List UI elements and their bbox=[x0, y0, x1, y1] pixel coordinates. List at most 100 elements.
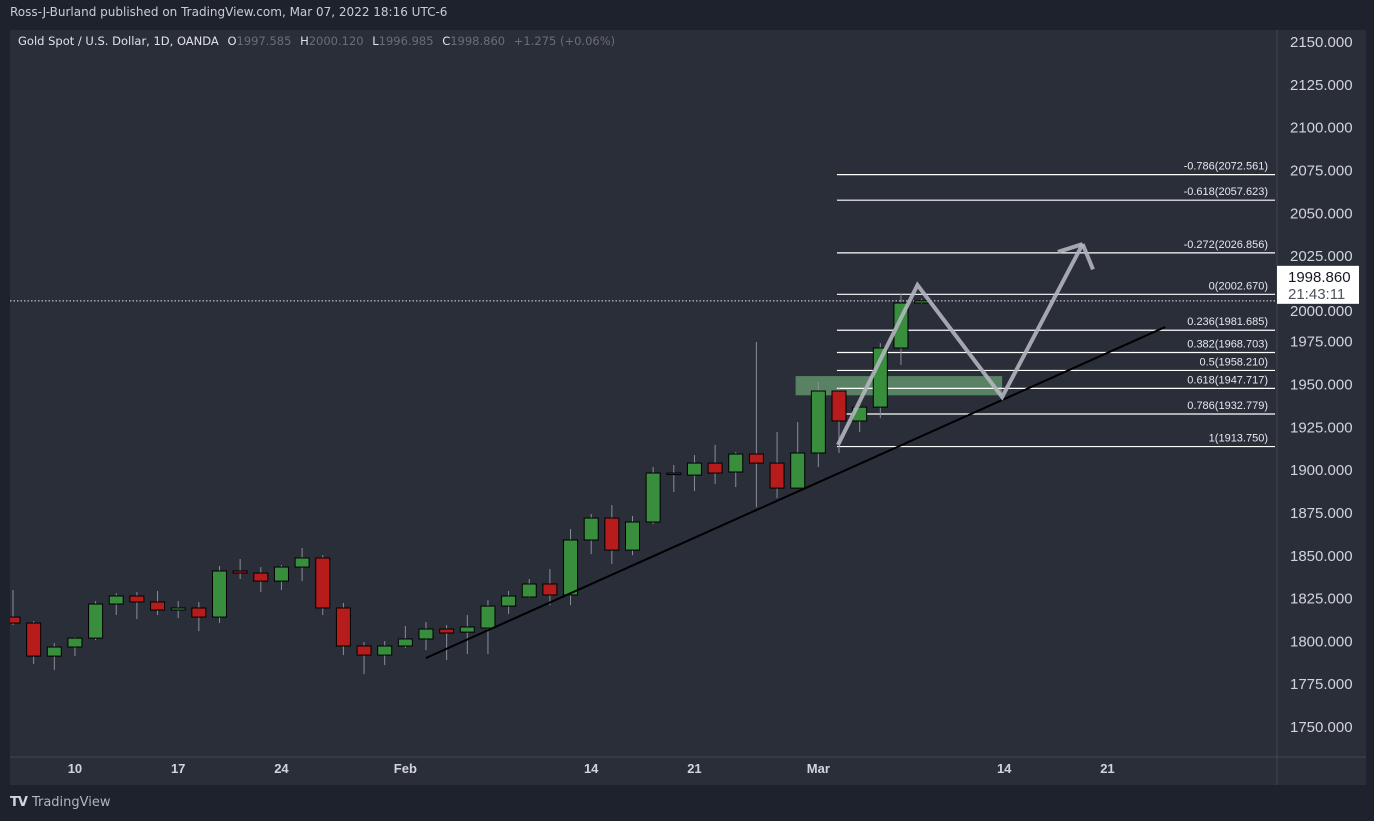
candle-down bbox=[26, 622, 42, 657]
price-tick-label: 1900.000 bbox=[1290, 462, 1353, 479]
candle-down bbox=[831, 390, 847, 422]
price-tick-label: 1800.000 bbox=[1290, 633, 1353, 650]
candle-up bbox=[501, 595, 517, 607]
fib-level-label: -0.786(2072.561) bbox=[1184, 161, 1268, 173]
arrow-head-icon bbox=[1057, 242, 1084, 254]
price-tick-label: 1975.000 bbox=[1290, 334, 1353, 351]
support-zone bbox=[795, 376, 1003, 396]
candle-up bbox=[459, 626, 475, 633]
candle-up bbox=[728, 453, 744, 473]
time-tick-label: 17 bbox=[171, 761, 185, 776]
candle-up bbox=[108, 595, 124, 605]
candle-up bbox=[583, 517, 599, 541]
low-label: L bbox=[372, 34, 379, 48]
candle-down bbox=[191, 607, 207, 618]
time-tick-label: 14 bbox=[584, 761, 599, 776]
price-tick-label: 2025.000 bbox=[1290, 248, 1353, 265]
bar-countdown: 21:43:11 bbox=[1288, 286, 1345, 303]
fib-level-label: -0.272(2026.856) bbox=[1184, 239, 1268, 251]
fib-level-label: 1(1913.750) bbox=[1209, 433, 1268, 445]
symbol-legend: Gold Spot / U.S. Dollar, 1D, OANDA O1997… bbox=[18, 34, 615, 48]
candle-down bbox=[253, 572, 269, 582]
trend-line bbox=[425, 326, 1166, 659]
candle-up bbox=[212, 570, 227, 618]
candle-up bbox=[914, 300, 930, 304]
fib-level-label: 0.5(1958.210) bbox=[1200, 356, 1269, 368]
open-value: 1997.585 bbox=[236, 34, 292, 48]
time-tick-label: Feb bbox=[394, 761, 417, 776]
candle-down bbox=[232, 570, 248, 574]
chart-panel[interactable] bbox=[10, 30, 1366, 785]
price-tick-label: 1825.000 bbox=[1290, 591, 1353, 608]
change-value: +1.275 (+0.06%) bbox=[513, 34, 616, 48]
fib-level-label: 0.236(1981.685) bbox=[1187, 316, 1268, 328]
price-tick-label: 2050.000 bbox=[1290, 205, 1353, 222]
price-tick-label: 1950.000 bbox=[1290, 377, 1353, 394]
time-tick-label: 24 bbox=[274, 761, 289, 776]
candle-up bbox=[67, 637, 83, 648]
close-value: 1998.860 bbox=[450, 34, 506, 48]
tradingview-logo-icon: TV bbox=[10, 795, 28, 810]
candle-up bbox=[377, 645, 393, 656]
time-tick-label: Mar bbox=[807, 761, 830, 776]
candle-down bbox=[356, 645, 372, 656]
candle-up bbox=[521, 583, 537, 598]
candle-up bbox=[170, 607, 186, 611]
candle-down bbox=[150, 601, 166, 611]
candle-down bbox=[604, 517, 620, 551]
open-label: O bbox=[227, 34, 237, 48]
candle-down bbox=[315, 557, 331, 609]
candle-down bbox=[335, 607, 351, 647]
price-tick-label: 2100.000 bbox=[1290, 120, 1353, 137]
brand-name: TradingView bbox=[31, 795, 111, 810]
candle-up bbox=[480, 605, 496, 629]
candle-up bbox=[88, 603, 104, 639]
price-tick-label: 2125.000 bbox=[1290, 77, 1353, 94]
footer-brand[interactable]: TV TradingView bbox=[10, 795, 110, 810]
symbol-title: Gold Spot / U.S. Dollar, 1D, OANDA bbox=[18, 34, 219, 48]
fib-level-label: 0.618(1947.717) bbox=[1187, 374, 1268, 386]
time-tick-label: 10 bbox=[68, 761, 82, 776]
candle-up bbox=[790, 452, 806, 489]
fib-level-label: 0.786(1932.779) bbox=[1187, 400, 1268, 412]
projection-path bbox=[836, 243, 1085, 446]
high-label: H bbox=[300, 34, 309, 48]
price-tick-label: 2075.000 bbox=[1290, 162, 1353, 179]
time-tick-label: 21 bbox=[1100, 761, 1114, 776]
plot-area[interactable] bbox=[6, 174, 1277, 675]
publisher-line: Ross-J-Burland published on TradingView.… bbox=[10, 5, 448, 19]
price-tick-label: 1875.000 bbox=[1290, 505, 1353, 522]
price-tick-label: 1750.000 bbox=[1290, 719, 1353, 736]
fib-level-label: 0(2002.670) bbox=[1209, 280, 1268, 292]
candle-up bbox=[645, 472, 661, 523]
candle-up bbox=[273, 566, 289, 582]
last-price-badge bbox=[1277, 265, 1359, 304]
candle-down bbox=[10, 616, 21, 624]
candle-up bbox=[686, 462, 702, 476]
candle-down bbox=[666, 472, 682, 476]
last-price-value: 1998.860 bbox=[1288, 269, 1351, 286]
candle-down bbox=[769, 462, 785, 489]
candle-up bbox=[418, 628, 434, 640]
price-tick-label: 1850.000 bbox=[1290, 548, 1353, 565]
arrow-head-icon bbox=[1080, 243, 1095, 271]
candle-up bbox=[294, 557, 310, 568]
candle-down bbox=[707, 462, 723, 474]
time-tick-label: 21 bbox=[687, 761, 701, 776]
price-tick-label: 1775.000 bbox=[1290, 676, 1353, 693]
candle-down bbox=[129, 595, 145, 603]
candle-up bbox=[397, 638, 413, 647]
time-tick-label: 14 bbox=[997, 761, 1012, 776]
fib-level-label: -0.618(2057.623) bbox=[1184, 186, 1268, 198]
fib-level-label: 0.382(1968.703) bbox=[1187, 338, 1268, 350]
candle-down bbox=[439, 628, 455, 634]
candle-up bbox=[563, 539, 579, 596]
high-value: 2000.120 bbox=[308, 34, 364, 48]
candle-down bbox=[542, 583, 558, 596]
price-tick-label: 1925.000 bbox=[1290, 419, 1353, 436]
candle-up bbox=[810, 390, 826, 454]
price-tick-label: 2150.000 bbox=[1290, 34, 1353, 51]
candle-up bbox=[625, 521, 640, 551]
low-value: 1996.985 bbox=[378, 34, 434, 48]
